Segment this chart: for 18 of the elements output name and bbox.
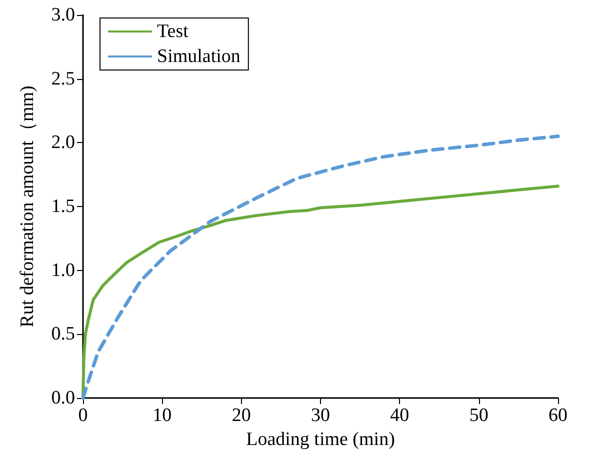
x-axis-title: Loading time (min) [246, 429, 395, 450]
y-tick-label: 1.5 [51, 196, 75, 217]
x-tick-label: 40 [390, 405, 410, 426]
x-tick-label: 60 [548, 405, 568, 426]
legend-label: Test [157, 21, 190, 42]
x-tick-label: 20 [232, 405, 251, 426]
y-tick-label: 1.0 [51, 260, 75, 281]
y-tick-label: 2.5 [51, 68, 75, 90]
y-tick-label: 3.0 [51, 4, 75, 26]
y-tick-label: 2.0 [51, 132, 75, 154]
y-axis-title: Rut deformation amount（mm) [17, 86, 38, 328]
x-tick-label: 50 [469, 405, 488, 426]
y-tick-label: 0.5 [51, 324, 75, 345]
x-tick-label: 30 [311, 405, 330, 426]
x-tick-label: 0 [78, 405, 88, 426]
legend-label: Simulation [157, 46, 241, 67]
y-tick-label: 0.0 [51, 388, 75, 408]
x-tick-label: 10 [152, 405, 172, 426]
